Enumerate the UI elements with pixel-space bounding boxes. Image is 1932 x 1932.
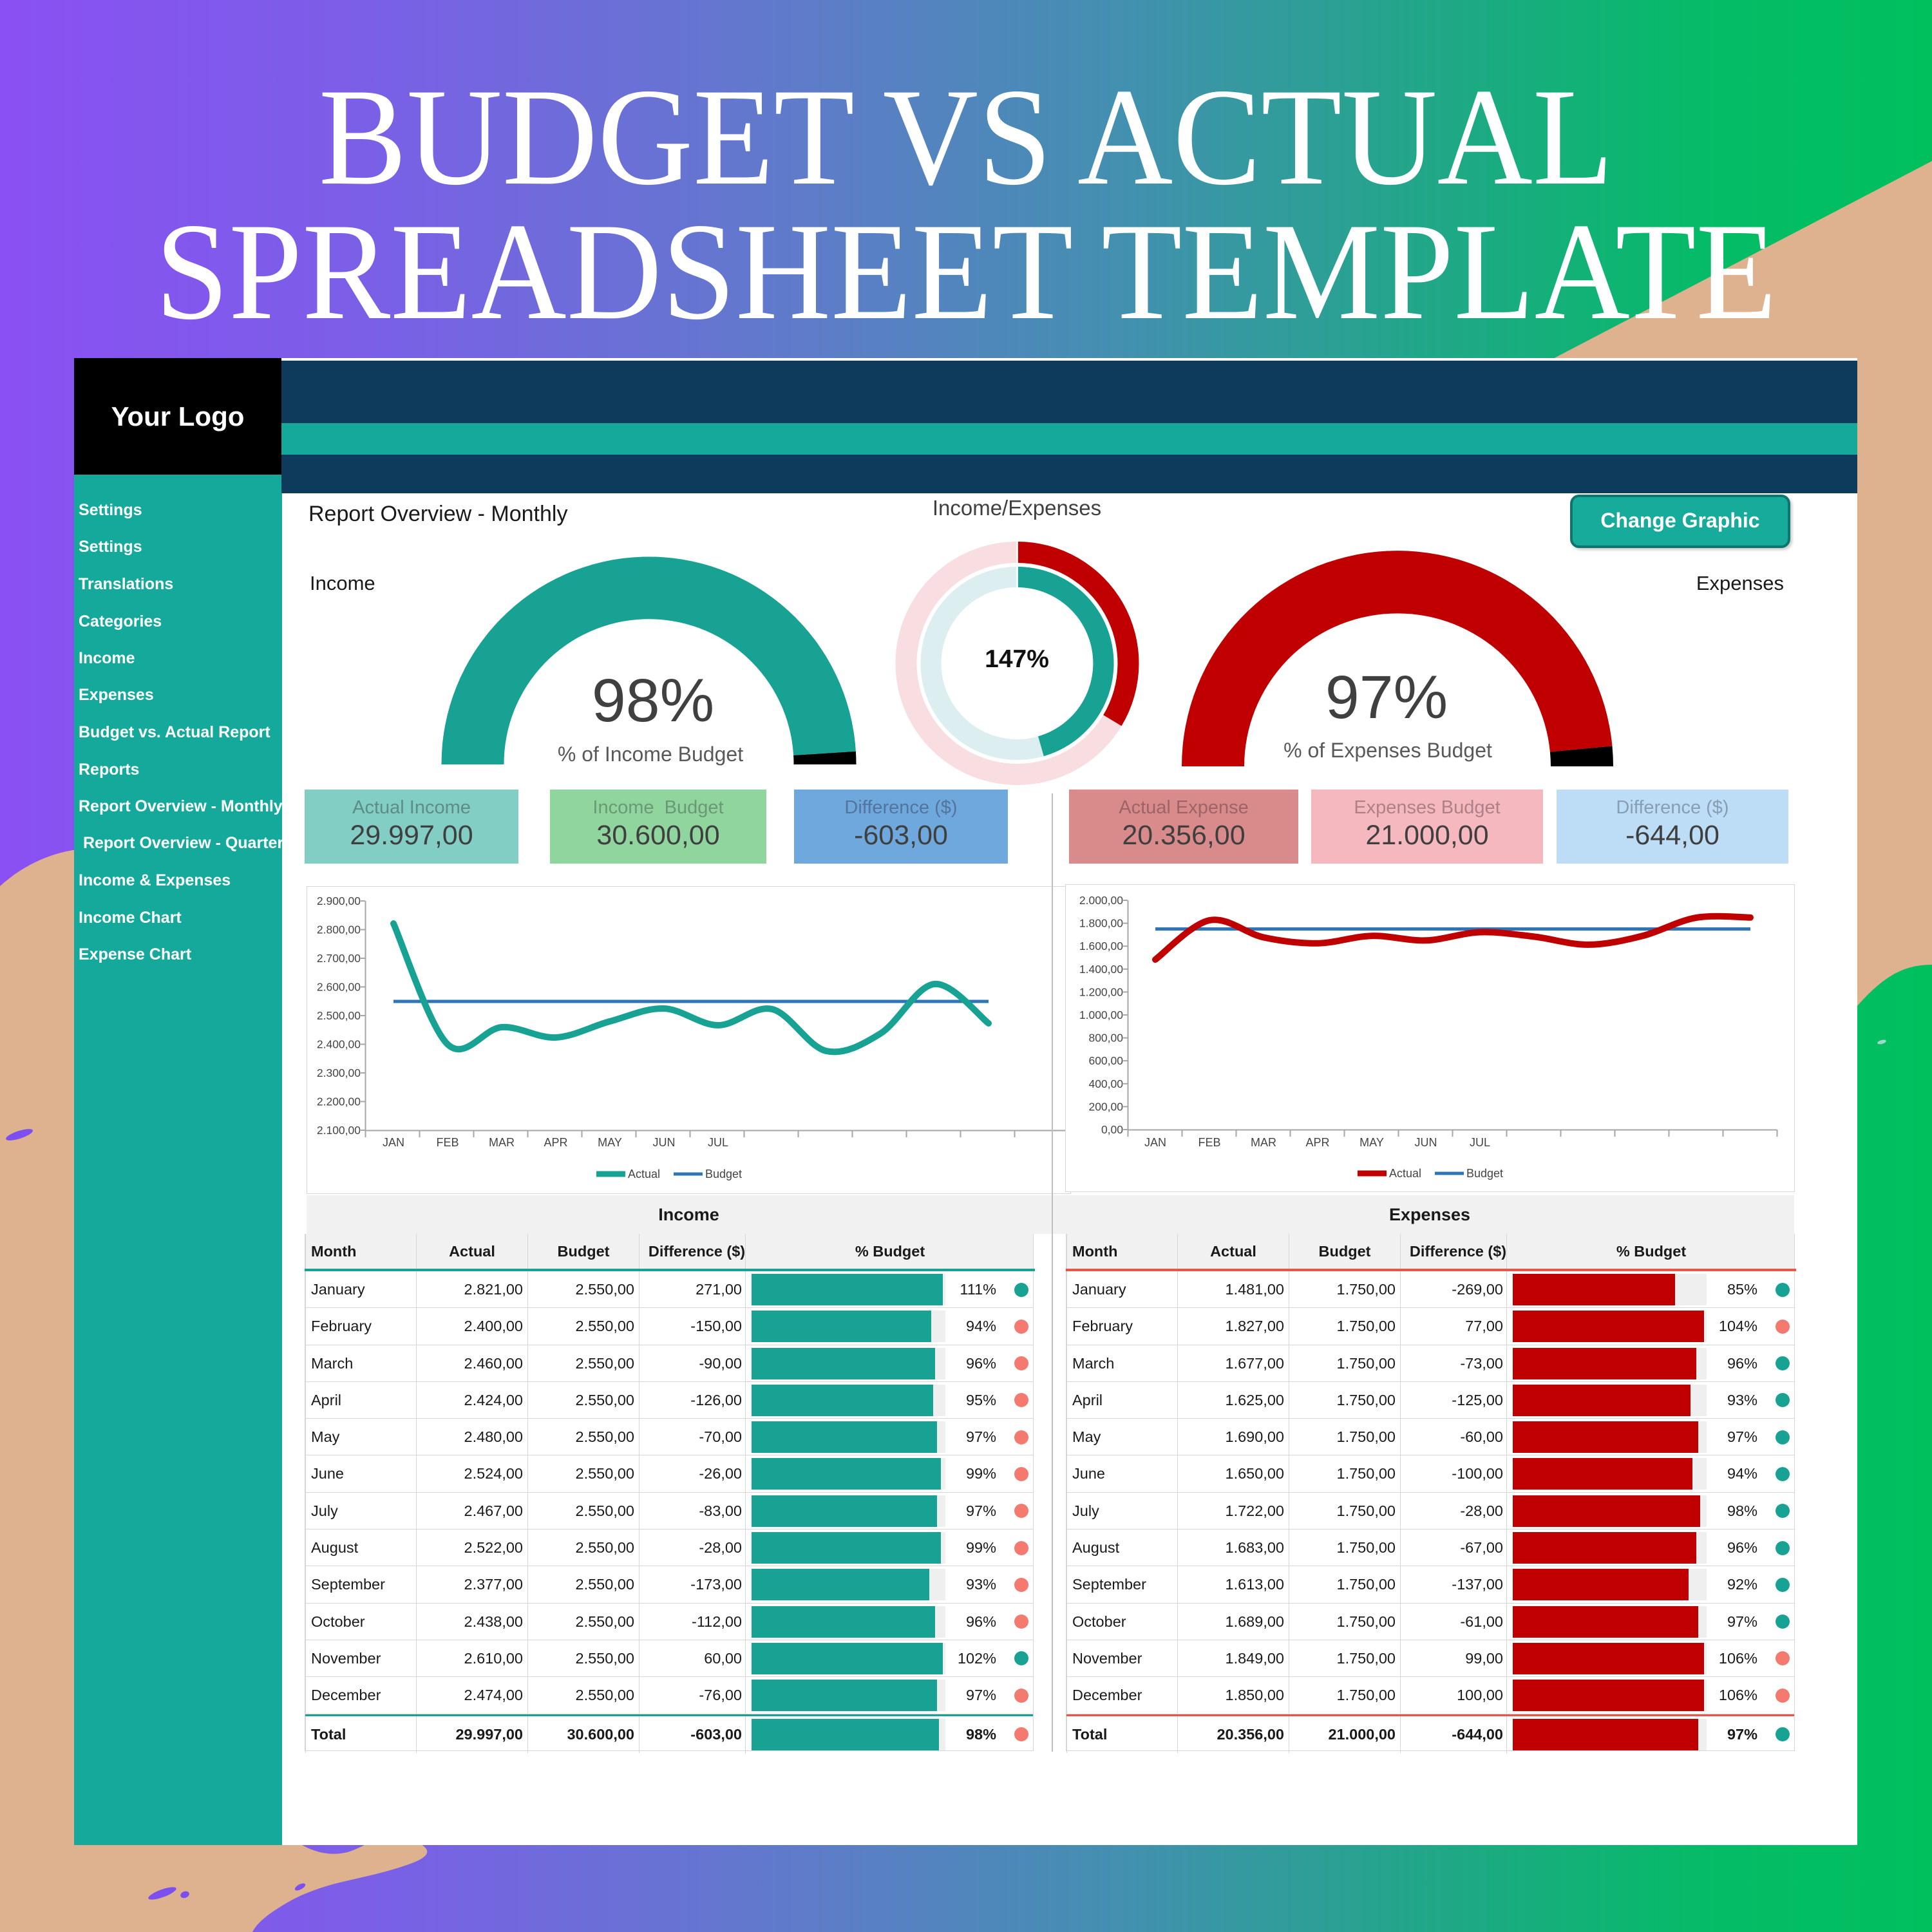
svg-text:0,00: 0,00 (1101, 1123, 1123, 1136)
svg-text:2.400,00: 2.400,00 (317, 1038, 361, 1051)
svg-text:JUL: JUL (708, 1136, 728, 1149)
svg-text:JAN: JAN (1144, 1136, 1166, 1149)
svg-text:1.000,00: 1.000,00 (1079, 1009, 1123, 1021)
svg-text:2.500,00: 2.500,00 (317, 1009, 361, 1022)
svg-text:JUN: JUN (653, 1136, 676, 1149)
svg-text:1.200,00: 1.200,00 (1079, 985, 1123, 998)
svg-text:Budget: Budget (705, 1168, 742, 1180)
svg-text:MAR: MAR (489, 1136, 515, 1149)
svg-text:FEB: FEB (1198, 1136, 1220, 1149)
svg-text:JAN: JAN (383, 1136, 404, 1149)
svg-text:FEB: FEB (436, 1136, 459, 1149)
svg-text:800,00: 800,00 (1088, 1032, 1123, 1045)
svg-text:MAY: MAY (1359, 1136, 1384, 1149)
svg-text:Actual: Actual (628, 1168, 660, 1180)
svg-text:JUL: JUL (1470, 1136, 1490, 1149)
svg-text:MAR: MAR (1251, 1136, 1276, 1149)
svg-text:2.700,00: 2.700,00 (317, 952, 361, 965)
svg-text:2.300,00: 2.300,00 (317, 1066, 361, 1079)
svg-text:1.600,00: 1.600,00 (1079, 940, 1123, 952)
svg-text:MAY: MAY (598, 1136, 622, 1149)
svg-text:2.100,00: 2.100,00 (317, 1124, 361, 1137)
svg-text:JUN: JUN (1415, 1136, 1437, 1149)
svg-text:2.600,00: 2.600,00 (317, 981, 361, 994)
svg-text:1.400,00: 1.400,00 (1079, 963, 1123, 976)
svg-text:600,00: 600,00 (1088, 1054, 1123, 1067)
svg-text:2.200,00: 2.200,00 (317, 1095, 361, 1108)
svg-text:2.800,00: 2.800,00 (317, 923, 361, 936)
svg-text:Budget: Budget (1466, 1167, 1503, 1180)
svg-text:APR: APR (1305, 1136, 1329, 1149)
svg-text:400,00: 400,00 (1088, 1077, 1123, 1090)
svg-text:2.900,00: 2.900,00 (317, 895, 361, 907)
svg-text:2.000,00: 2.000,00 (1079, 894, 1123, 907)
svg-text:Actual: Actual (1389, 1167, 1421, 1180)
svg-text:APR: APR (544, 1136, 567, 1149)
svg-text:200,00: 200,00 (1088, 1100, 1123, 1113)
svg-text:1.800,00: 1.800,00 (1079, 917, 1123, 930)
